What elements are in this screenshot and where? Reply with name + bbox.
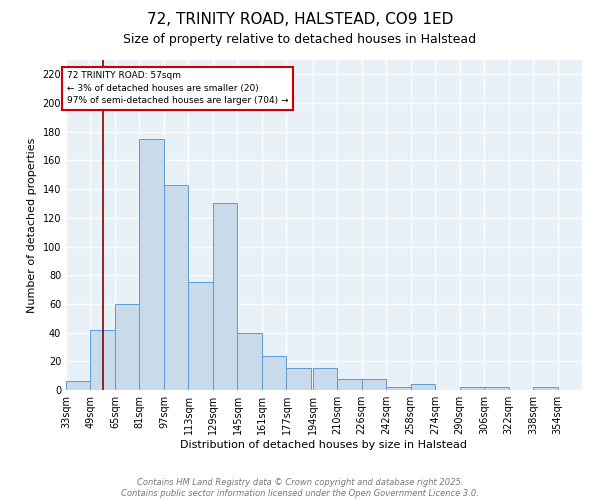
Bar — [313, 368, 337, 390]
Bar — [188, 282, 213, 390]
Bar — [410, 384, 435, 390]
Bar — [139, 139, 164, 390]
Bar — [533, 387, 557, 390]
Bar — [66, 382, 91, 390]
Bar — [213, 204, 238, 390]
Bar — [460, 387, 484, 390]
Bar — [286, 368, 311, 390]
Text: 72 TRINITY ROAD: 57sqm
← 3% of detached houses are smaller (20)
97% of semi-deta: 72 TRINITY ROAD: 57sqm ← 3% of detached … — [67, 72, 288, 106]
Bar — [262, 356, 286, 390]
Text: Size of property relative to detached houses in Halstead: Size of property relative to detached ho… — [124, 32, 476, 46]
Bar — [238, 332, 262, 390]
Bar — [362, 378, 386, 390]
Bar — [115, 304, 139, 390]
Bar — [484, 387, 509, 390]
Bar — [164, 185, 188, 390]
X-axis label: Distribution of detached houses by size in Halstead: Distribution of detached houses by size … — [181, 440, 467, 450]
Bar — [91, 330, 115, 390]
Bar — [337, 378, 362, 390]
Bar — [386, 387, 410, 390]
Y-axis label: Number of detached properties: Number of detached properties — [27, 138, 37, 312]
Text: 72, TRINITY ROAD, HALSTEAD, CO9 1ED: 72, TRINITY ROAD, HALSTEAD, CO9 1ED — [147, 12, 453, 28]
Text: Contains HM Land Registry data © Crown copyright and database right 2025.
Contai: Contains HM Land Registry data © Crown c… — [121, 478, 479, 498]
